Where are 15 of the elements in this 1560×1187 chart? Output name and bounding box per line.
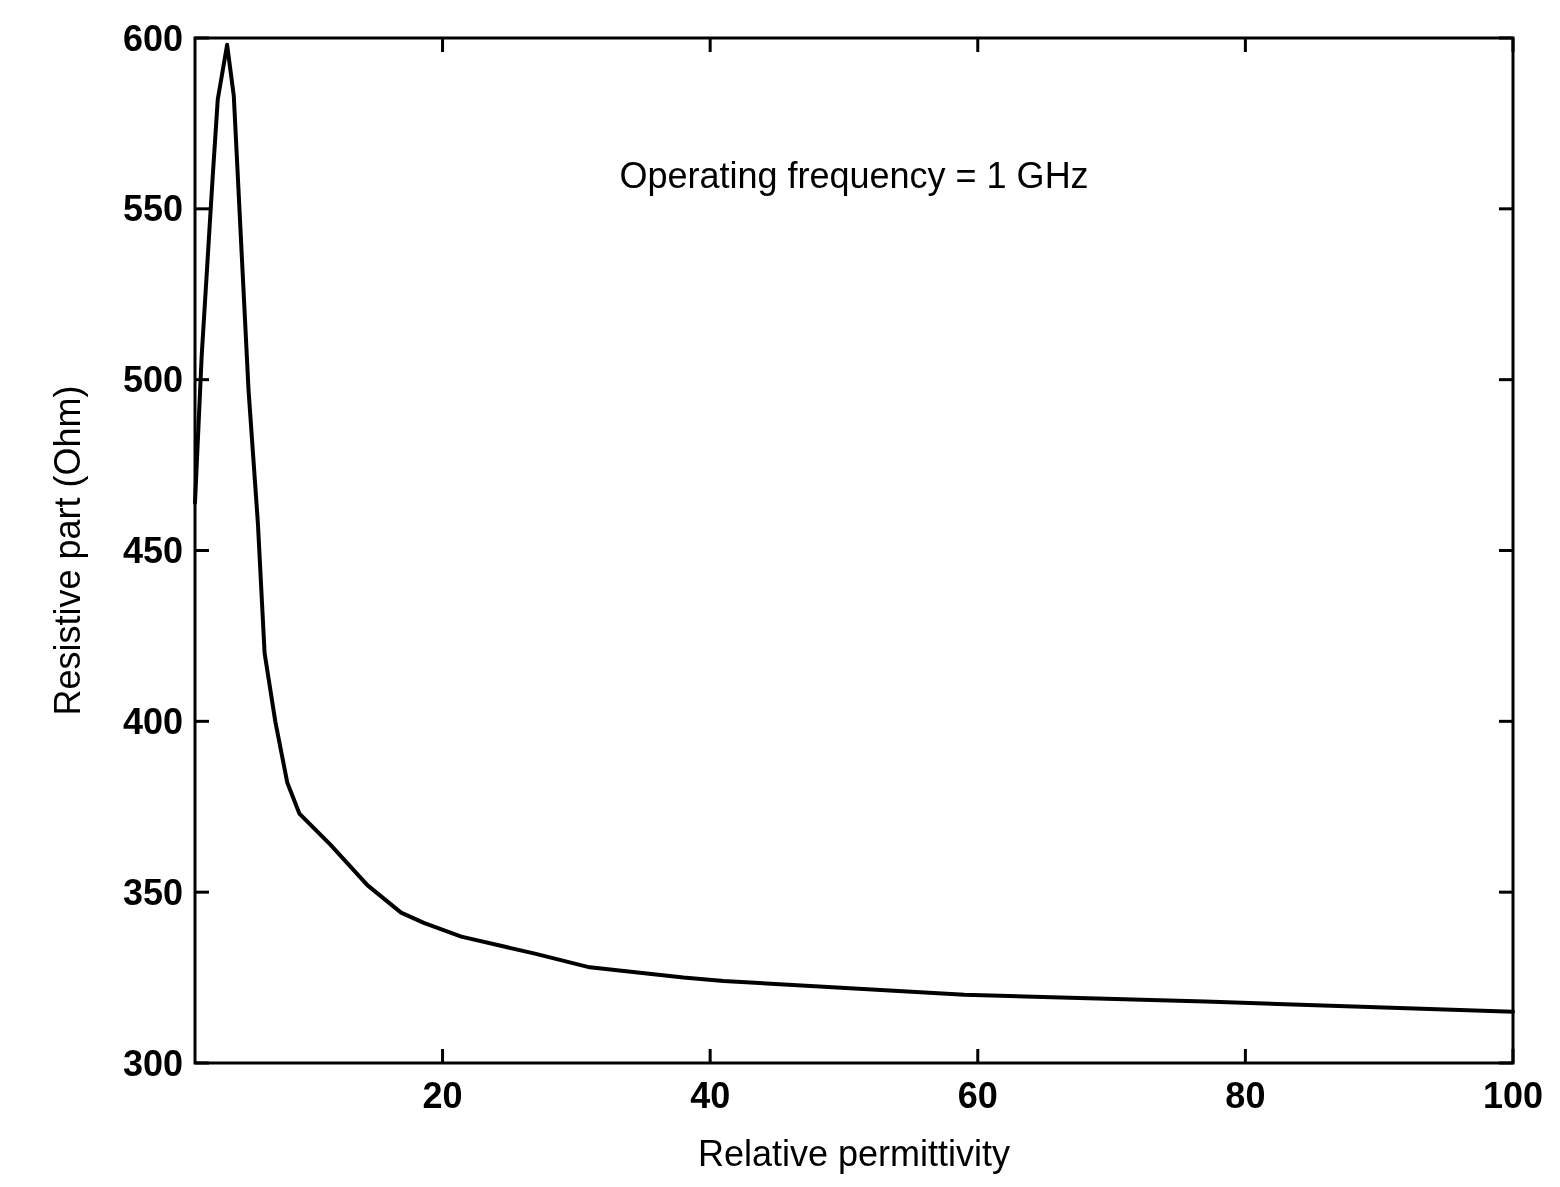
y-tick-label: 600 — [122, 17, 183, 59]
y-axis-title: Resistive part (Ohm) — [47, 385, 88, 716]
y-tick-label: 300 — [122, 1042, 183, 1084]
x-tick-label: 100 — [1482, 1075, 1544, 1116]
x-tick-label: 40 — [690, 1075, 731, 1116]
x-tick-label: 20 — [422, 1075, 463, 1116]
x-axis-title: Relative permittivity — [697, 1133, 1011, 1174]
y-tick-label: 350 — [122, 871, 183, 913]
x-tick-label: 80 — [1225, 1075, 1266, 1116]
annotation: Operating frequency = 1 GHz — [619, 155, 1089, 196]
y-tick-label: 500 — [122, 359, 183, 401]
y-tick-label: 550 — [122, 188, 183, 230]
y-tick-label: 450 — [122, 530, 183, 572]
x-tick-label: 60 — [957, 1075, 998, 1116]
y-tick-label: 400 — [122, 700, 183, 742]
